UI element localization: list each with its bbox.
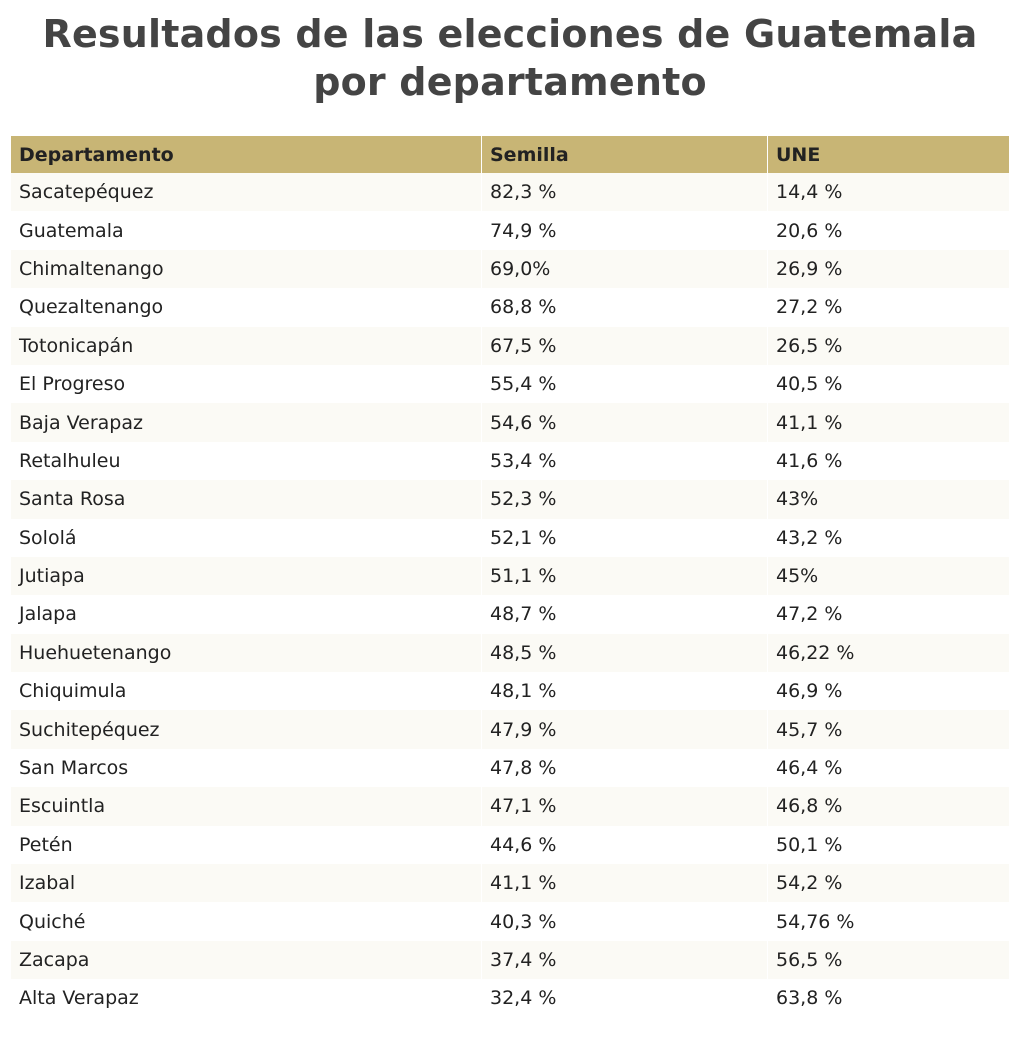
header-semilla: Semilla	[482, 136, 768, 173]
table-row: Huehuetenango 48,5 % 46,22 %	[11, 633, 1009, 673]
table-row: Totonicapán 67,5 % 26,5 %	[11, 326, 1009, 365]
table-row: El Progreso 55,4 % 40,5 %	[11, 364, 1009, 404]
cell-departamento: San Marcos	[11, 748, 482, 788]
cell-departamento: Baja Verapaz	[11, 403, 482, 442]
cell-une: 46,8 %	[768, 787, 1009, 826]
cell-semilla: 48,5 %	[482, 633, 768, 673]
cell-departamento: Sololá	[11, 518, 482, 557]
cell-departamento: Chiquimula	[11, 672, 482, 711]
cell-une: 26,9 %	[768, 249, 1009, 289]
cell-departamento: Suchitepéquez	[11, 710, 482, 749]
table-row: Chiquimula 48,1 % 46,9 %	[11, 672, 1009, 711]
cell-semilla: 40,3 %	[482, 902, 768, 941]
page-title: Resultados de las elecciones de Guatemal…	[42, 12, 978, 104]
header-une: UNE	[768, 136, 1009, 173]
table-row: Jalapa 48,7 % 47,2 %	[11, 595, 1009, 634]
table-row: Escuintla 47,1 % 46,8 %	[11, 787, 1009, 826]
cell-semilla: 74,9 %	[482, 211, 768, 250]
cell-semilla: 52,1 %	[482, 518, 768, 557]
table-row: Petén 44,6 % 50,1 %	[11, 825, 1009, 865]
cell-semilla: 47,1 %	[482, 787, 768, 826]
cell-une: 20,6 %	[768, 211, 1009, 250]
cell-semilla: 47,8 %	[482, 748, 768, 788]
cell-semilla: 54,6 %	[482, 403, 768, 442]
cell-departamento: Quezaltenango	[11, 288, 482, 327]
cell-une: 54,2 %	[768, 864, 1009, 903]
table-row: Sololá 52,1 % 43,2 %	[11, 518, 1009, 557]
table-row: Retalhuleu 53,4 % 41,6 %	[11, 441, 1009, 481]
header-row: Departamento Semilla UNE	[11, 136, 1009, 173]
cell-une: 41,1 %	[768, 403, 1009, 442]
cell-departamento: Guatemala	[11, 211, 482, 250]
cell-une: 46,9 %	[768, 672, 1009, 711]
cell-semilla: 82,3 %	[482, 173, 768, 212]
cell-departamento: Huehuetenango	[11, 633, 482, 673]
cell-semilla: 67,5 %	[482, 326, 768, 365]
cell-departamento: Petén	[11, 825, 482, 865]
cell-departamento: Santa Rosa	[11, 480, 482, 519]
table-row: Izabal 41,1 % 54,2 %	[11, 864, 1009, 903]
table-row: Baja Verapaz 54,6 % 41,1 %	[11, 403, 1009, 442]
cell-une: 47,2 %	[768, 595, 1009, 634]
cell-semilla: 69,0%	[482, 249, 768, 289]
cell-une: 26,5 %	[768, 326, 1009, 365]
table-row: San Marcos 47,8 % 46,4 %	[11, 748, 1009, 788]
cell-semilla: 32,4 %	[482, 979, 768, 1018]
cell-une: 45,7 %	[768, 710, 1009, 749]
cell-une: 14,4 %	[768, 173, 1009, 212]
cell-departamento: Jalapa	[11, 595, 482, 634]
cell-departamento: Retalhuleu	[11, 441, 482, 481]
table-header: Departamento Semilla UNE	[11, 136, 1009, 173]
cell-une: 46,4 %	[768, 748, 1009, 788]
cell-departamento: El Progreso	[11, 364, 482, 404]
cell-semilla: 48,1 %	[482, 672, 768, 711]
table-row: Sacatepéquez 82,3 % 14,4 %	[11, 173, 1009, 212]
cell-une: 43%	[768, 480, 1009, 519]
cell-departamento: Sacatepéquez	[11, 173, 482, 212]
cell-departamento: Jutiapa	[11, 556, 482, 596]
cell-departamento: Totonicapán	[11, 326, 482, 365]
cell-semilla: 53,4 %	[482, 441, 768, 481]
table-row: Quiché 40,3 % 54,76 %	[11, 902, 1009, 941]
results-table: Departamento Semilla UNE Sacatepéquez 82,…	[11, 136, 1009, 1018]
table-row: Suchitepéquez 47,9 % 45,7 %	[11, 710, 1009, 749]
cell-une: 46,22 %	[768, 633, 1009, 673]
cell-departamento: Quiché	[11, 902, 482, 941]
cell-une: 54,76 %	[768, 902, 1009, 941]
cell-semilla: 52,3 %	[482, 480, 768, 519]
cell-semilla: 37,4 %	[482, 940, 768, 980]
cell-une: 63,8 %	[768, 979, 1009, 1018]
table-row: Quezaltenango 68,8 % 27,2 %	[11, 288, 1009, 327]
cell-departamento: Chimaltenango	[11, 249, 482, 289]
cell-departamento: Izabal	[11, 864, 482, 903]
cell-semilla: 47,9 %	[482, 710, 768, 749]
cell-une: 50,1 %	[768, 825, 1009, 865]
cell-semilla: 41,1 %	[482, 864, 768, 903]
cell-une: 27,2 %	[768, 288, 1009, 327]
cell-departamento: Zacapa	[11, 940, 482, 980]
table-row: Zacapa 37,4 % 56,5 %	[11, 940, 1009, 980]
cell-semilla: 55,4 %	[482, 364, 768, 404]
cell-semilla: 51,1 %	[482, 556, 768, 596]
results-table-container: Departamento Semilla UNE Sacatepéquez 82,…	[11, 136, 1009, 1018]
cell-une: 56,5 %	[768, 940, 1009, 980]
cell-semilla: 48,7 %	[482, 595, 768, 634]
cell-une: 45%	[768, 556, 1009, 596]
cell-une: 43,2 %	[768, 518, 1009, 557]
table-row: Guatemala 74,9 % 20,6 %	[11, 211, 1009, 250]
header-departamento: Departamento	[11, 136, 482, 173]
cell-une: 41,6 %	[768, 441, 1009, 481]
cell-semilla: 44,6 %	[482, 825, 768, 865]
table-row: Chimaltenango 69,0% 26,9 %	[11, 249, 1009, 289]
cell-departamento: Alta Verapaz	[11, 979, 482, 1018]
table-row: Jutiapa 51,1 % 45%	[11, 556, 1009, 596]
cell-semilla: 68,8 %	[482, 288, 768, 327]
table-row: Alta Verapaz 32,4 % 63,8 %	[11, 979, 1009, 1018]
cell-une: 40,5 %	[768, 364, 1009, 404]
cell-departamento: Escuintla	[11, 787, 482, 826]
table-body: Sacatepéquez 82,3 % 14,4 % Guatemala 74,9 % 2…	[11, 173, 1009, 1018]
table-row: Santa Rosa 52,3 % 43%	[11, 480, 1009, 519]
